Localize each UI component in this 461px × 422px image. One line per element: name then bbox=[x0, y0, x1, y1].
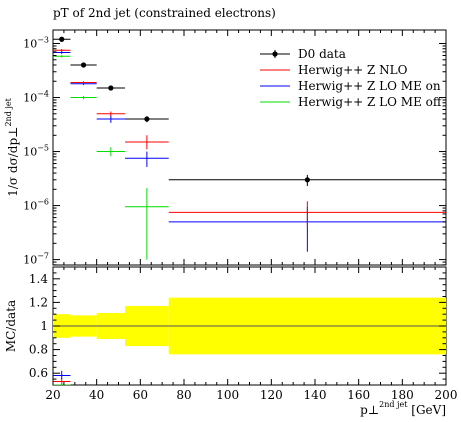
x-axis-label-text: p⊥2nd jet [GeV] bbox=[360, 400, 446, 417]
ratio-body bbox=[53, 297, 446, 385]
data-point-marker bbox=[59, 36, 65, 42]
data-point-marker bbox=[304, 177, 310, 183]
ratio-y-tick-label: 1 bbox=[40, 319, 48, 333]
y-axis-label-ratio: MC/data bbox=[4, 300, 18, 352]
x-tick-label: 100 bbox=[216, 388, 239, 402]
x-tick-label: 120 bbox=[260, 388, 283, 402]
legend-label: D0 data bbox=[298, 47, 346, 61]
ratio-y-tick-label: 0.6 bbox=[29, 366, 48, 380]
chart-title: pT of 2nd jet (constrained electrons) bbox=[53, 6, 276, 20]
legend-label: Herwig++ Z LO ME on bbox=[298, 79, 441, 93]
ratio-y-tick-label: 0.8 bbox=[29, 343, 48, 357]
x-tick-label: 140 bbox=[304, 388, 327, 402]
data-point-marker bbox=[80, 62, 87, 68]
y-tick-label: 10−7 bbox=[23, 252, 49, 267]
x-tick-label: 60 bbox=[133, 388, 148, 402]
y-tick-label: 10−4 bbox=[23, 90, 49, 105]
ratio-y-tick-label: 1.2 bbox=[29, 295, 48, 309]
y-tick-label: 10−6 bbox=[23, 198, 49, 213]
ratio-panel bbox=[52, 266, 447, 386]
legend-label: Herwig++ Z LO ME off bbox=[298, 95, 443, 109]
legend-swatch-marker bbox=[272, 51, 278, 57]
x-tick-label: 80 bbox=[176, 388, 191, 402]
x-axis-label: p⊥2nd jet [GeV] bbox=[360, 400, 446, 417]
data-point-marker bbox=[108, 85, 114, 91]
legend-label: Herwig++ Z NLO bbox=[298, 63, 408, 77]
x-tick-label: 40 bbox=[89, 388, 104, 402]
ratio-y-tick-label: 1.4 bbox=[29, 272, 48, 286]
y-axis-label-main: 1/σ dσ/dp⊥2nd jet bbox=[4, 97, 20, 196]
x-tick-label: 160 bbox=[347, 388, 370, 402]
legend: D0 data Herwig++ Z NLO Herwig++ Z LO ME on… bbox=[260, 47, 443, 109]
x-tick-label: 180 bbox=[391, 388, 414, 402]
x-tick-label: 20 bbox=[45, 388, 60, 402]
data-point-marker bbox=[144, 116, 150, 122]
x-tick-label: 200 bbox=[435, 388, 458, 402]
y-axis-label-main-text: 1/σ dσ/dp⊥2nd jet bbox=[4, 97, 20, 196]
y-tick-label: 10−3 bbox=[23, 36, 49, 51]
main-body bbox=[53, 36, 446, 260]
y-tick-label: 10−5 bbox=[23, 144, 49, 159]
